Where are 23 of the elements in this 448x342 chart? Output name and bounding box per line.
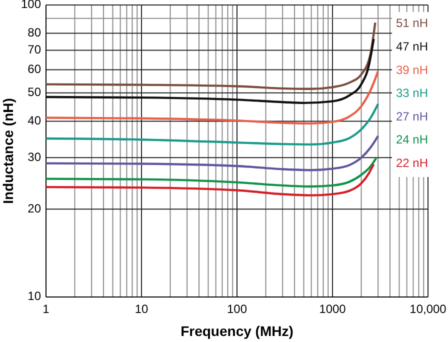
series-label: 39 nH (396, 62, 428, 77)
y-tick-label: 60 (28, 62, 42, 76)
series-label: 47 nH (396, 39, 428, 54)
x-tick-label: 1 (42, 302, 50, 316)
series-label: 33 nH (396, 86, 428, 100)
y-tick-label: 70 (28, 42, 42, 56)
y-tick-label: 20 (28, 201, 42, 216)
x-tick-label: 10 (134, 302, 148, 316)
y-tick-label: 100 (20, 0, 42, 12)
y-tick-label: 80 (28, 25, 42, 40)
y-axis-title: Inductance (nH) (0, 98, 16, 204)
x-tick-label: 1000 (319, 302, 346, 316)
y-tick-label: 50 (28, 85, 42, 100)
y-tick-label: 30 (28, 150, 42, 164)
series-label: 51 nH (396, 16, 428, 30)
series-label: 22 nH (396, 156, 428, 170)
y-tick-label: 10 (28, 289, 42, 304)
series-label: 24 nH (396, 132, 428, 147)
y-tick-label: 40 (28, 113, 42, 128)
series-label: 27 nH (396, 109, 428, 124)
x-tick-label: 10,000 (410, 302, 447, 316)
x-tick-label: 100 (226, 302, 248, 316)
x-axis-title: Frequency (MHz) (180, 323, 294, 339)
